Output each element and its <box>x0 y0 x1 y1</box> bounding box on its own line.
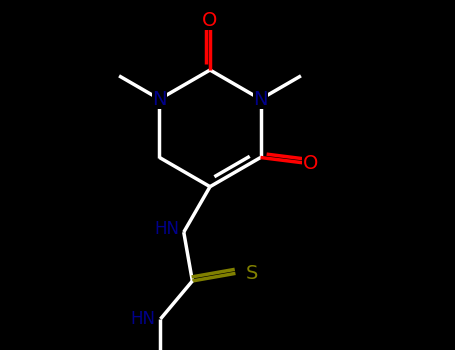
Text: S: S <box>246 264 258 283</box>
Text: O: O <box>202 11 217 30</box>
Text: N: N <box>253 90 268 108</box>
Text: N: N <box>152 90 167 108</box>
Text: HN: HN <box>131 310 156 328</box>
Text: HN: HN <box>154 220 179 238</box>
Text: O: O <box>303 154 318 173</box>
